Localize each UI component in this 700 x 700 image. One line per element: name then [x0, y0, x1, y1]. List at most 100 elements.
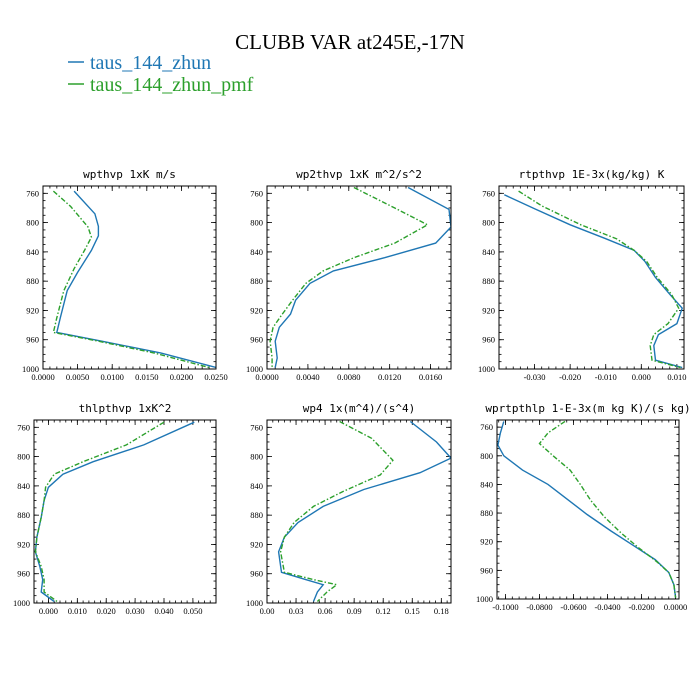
plot-frame — [266, 185, 452, 370]
x-tick-label: -0.1000 — [492, 602, 518, 612]
x-tick-label: 0.0250 — [204, 372, 227, 382]
y-tick-label: 880 — [250, 276, 263, 286]
x-tick-label: 0.0120 — [378, 372, 401, 382]
y-tick-label: 760 — [26, 188, 39, 198]
y-tick-label: 960 — [250, 335, 263, 345]
y-tick-label: 920 — [26, 305, 39, 315]
x-tick-label: 0.000 — [39, 606, 58, 616]
x-tick-label: 0.0200 — [170, 372, 193, 382]
x-tick-label: 0.09 — [347, 606, 362, 616]
series-line-taus-144-zhun-pmf — [269, 186, 429, 368]
y-tick-label: 880 — [482, 276, 495, 286]
panel-title: wpthvp 1xK m/s — [83, 168, 176, 181]
y-tick-label: 760 — [482, 188, 495, 198]
x-tick-label: 0.0150 — [135, 372, 158, 382]
x-tick-label: 0.010 — [667, 372, 686, 382]
x-tick-label: -0.010 — [595, 372, 617, 382]
series-line-taus-144-zhun — [497, 421, 677, 598]
x-tick-label: 0.010 — [68, 606, 87, 616]
panels-grid: wpthvp 1xK m/s 0.0000 0.0050 0.0100 0.0150 0.… — [13, 168, 691, 616]
y-tick-label: 920 — [17, 539, 30, 549]
x-tick-label: 0.0050 — [66, 372, 89, 382]
y-tick-label: 760 — [250, 188, 263, 198]
x-tick-label: 0.0000 — [255, 372, 278, 382]
panel-title: wp2thvp 1xK m^2/s^2 — [296, 168, 422, 181]
panel-title: thlpthvp 1xK^2 — [79, 402, 172, 415]
y-tick-label: 920 — [480, 537, 493, 547]
x-tick-label: 0.020 — [97, 606, 116, 616]
series-line-taus-144-zhun — [504, 194, 683, 369]
series-line-taus-144-zhun — [34, 421, 195, 603]
x-tick-label: 0.0000 — [664, 602, 687, 612]
y-tick-label: 960 — [26, 335, 39, 345]
legend-entry-taus-144-zhun: taus_144_zhun — [90, 52, 211, 74]
y-tick-label: 800 — [17, 452, 30, 462]
y-tick-label: 840 — [17, 481, 30, 491]
panel-title: wp4 1x(m^4)/(s^4) — [303, 402, 416, 415]
plot-frame — [42, 185, 217, 370]
panel-5: wp4 1x(m^4)/(s^4) 0.00 0.03 0.06 0.09 0.12 0.1… — [246, 402, 452, 616]
panel-6: wprtpthlp 1-E-3x(m kg K)/(s kg) -0.1000 -0… — [476, 402, 691, 612]
x-tick-label: 0.12 — [376, 606, 391, 616]
y-tick-label: 800 — [250, 452, 263, 462]
x-tick-label: 0.050 — [183, 606, 202, 616]
y-tick-label: 960 — [17, 569, 30, 579]
x-tick-label: 0.15 — [405, 606, 420, 616]
x-tick-label: -0.0200 — [628, 602, 654, 612]
legend: taus_144_zhun taus_144_zhun_pmf — [68, 52, 254, 96]
y-tick-label: 960 — [480, 565, 493, 575]
y-tick-label: 800 — [26, 218, 39, 228]
x-tick-label: 0.0100 — [101, 372, 124, 382]
y-tick-label: 920 — [482, 305, 495, 315]
x-tick-label: 0.040 — [154, 606, 173, 616]
legend-entry-taus-144-zhun-pmf: taus_144_zhun_pmf — [90, 74, 254, 96]
x-tick-label: 0.00 — [260, 606, 275, 616]
x-tick-label: 0.18 — [434, 606, 449, 616]
y-tick-label: 880 — [480, 508, 493, 518]
y-tick-label: 880 — [26, 276, 39, 286]
y-tick-label: 800 — [250, 218, 263, 228]
y-tick-label: 1000 — [476, 594, 493, 604]
y-tick-label: 800 — [480, 451, 493, 461]
y-tick-label: 760 — [250, 422, 263, 432]
y-tick-label: 1000 — [13, 598, 30, 608]
plot-frame — [33, 419, 217, 604]
x-tick-label: 0.06 — [318, 606, 333, 616]
plot-frame — [266, 419, 452, 604]
y-tick-label: 1000 — [246, 364, 263, 374]
series-line-taus-144-zhun-pmf — [538, 420, 677, 598]
x-tick-label: 0.030 — [126, 606, 145, 616]
y-tick-label: 1000 — [478, 364, 495, 374]
series-line-taus-144-zhun — [277, 420, 451, 602]
y-tick-label: 760 — [480, 422, 493, 432]
y-tick-label: 1000 — [22, 364, 39, 374]
series-line-taus-144-zhun-pmf — [518, 190, 681, 369]
x-tick-label: 0.03 — [289, 606, 304, 616]
y-tick-label: 1000 — [246, 598, 263, 608]
series-line-taus-144-zhun — [274, 186, 451, 368]
x-tick-label: 0.0080 — [337, 372, 360, 382]
figure-title: CLUBB VAR at245E,-17N — [235, 30, 465, 54]
y-tick-label: 800 — [482, 218, 495, 228]
x-tick-label: 0.0040 — [296, 372, 319, 382]
y-tick-label: 840 — [482, 247, 495, 257]
x-tick-label: -0.0800 — [526, 602, 552, 612]
panel-2: wp2thvp 1xK m^2/s^2 0.0000 0.0040 0.0080 0.0… — [246, 168, 452, 382]
series-line-taus-144-zhun — [55, 190, 216, 369]
y-tick-label: 920 — [250, 305, 263, 315]
x-tick-label: 0.000 — [632, 372, 651, 382]
y-tick-label: 840 — [250, 481, 263, 491]
panel-title: rtpthvp 1E-3x(kg/kg) K — [519, 168, 665, 181]
x-tick-label: -0.0600 — [560, 602, 586, 612]
x-tick-label: -0.020 — [559, 372, 581, 382]
y-tick-label: 760 — [17, 422, 30, 432]
y-tick-label: 840 — [480, 479, 493, 489]
plot-frame — [498, 185, 685, 370]
y-tick-label: 960 — [250, 569, 263, 579]
y-tick-label: 880 — [17, 510, 30, 520]
y-tick-label: 920 — [250, 539, 263, 549]
panel-4: thlpthvp 1xK^2 0.000 0.010 0.020 0.030 0.040 0… — [13, 402, 217, 616]
panel-3: rtpthvp 1E-3x(kg/kg) K -0.030 -0.020 -0.010… — [478, 168, 686, 382]
x-tick-label: -0.030 — [524, 372, 546, 382]
